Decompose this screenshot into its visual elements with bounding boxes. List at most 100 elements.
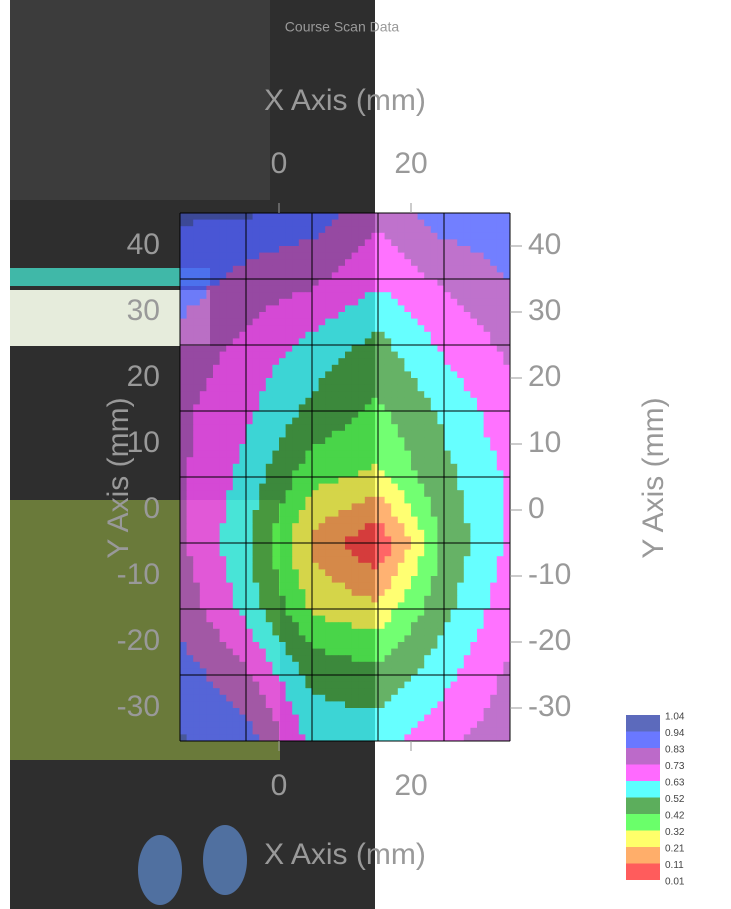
contour-cell — [239, 556, 247, 564]
contour-cell — [252, 615, 260, 623]
contour-cell — [411, 378, 418, 385]
contour-cell — [411, 292, 418, 300]
contour-cell — [503, 529, 511, 537]
contour-cell — [272, 364, 280, 372]
contour-cell — [397, 470, 405, 478]
contour-cell — [490, 708, 498, 715]
contour-cell — [305, 457, 313, 465]
contour-cell — [279, 549, 286, 557]
contour-cell — [226, 648, 234, 656]
contour-cell — [252, 721, 260, 729]
contour-cell — [483, 569, 491, 577]
contour-cell — [457, 378, 465, 385]
contour-cell — [450, 516, 458, 524]
contour-cell — [411, 457, 418, 465]
contour-cell — [272, 655, 280, 663]
contour-cell — [358, 635, 366, 643]
contour-cell — [477, 576, 484, 583]
contour-cell — [496, 655, 504, 663]
contour-cell — [279, 569, 286, 577]
contour-cell — [503, 437, 511, 445]
contour-cell — [437, 688, 445, 696]
contour-cell — [483, 305, 491, 313]
contour-cell — [483, 318, 491, 326]
contour-cell — [199, 378, 207, 385]
contour-cell — [206, 523, 214, 531]
contour-cell — [265, 549, 273, 557]
contour-cell — [378, 345, 385, 352]
contour-cell — [331, 384, 339, 392]
contour-cell — [503, 589, 511, 597]
contour-cell — [325, 602, 333, 610]
contour-cell — [279, 701, 286, 709]
contour-cell — [463, 259, 471, 267]
contour-cell — [338, 351, 346, 359]
contour-cell — [305, 378, 313, 385]
contour-cell — [232, 391, 240, 399]
contour-cell — [470, 239, 478, 247]
contour-cell — [265, 351, 273, 359]
contour-cell — [417, 265, 425, 273]
contour-cell — [193, 569, 201, 577]
contour-cell — [450, 622, 458, 630]
contour-cell — [351, 556, 359, 564]
contour-cell — [331, 450, 339, 458]
contour-cell — [259, 714, 267, 722]
contour-cell — [378, 325, 385, 333]
contour-cell — [477, 523, 484, 531]
contour-cell — [417, 490, 425, 498]
contour-cell — [292, 411, 300, 418]
contour-cell — [378, 622, 385, 630]
contour-cell — [384, 364, 392, 372]
contour-cell — [411, 318, 418, 326]
contour-cell — [226, 668, 234, 676]
contour-cell — [180, 721, 187, 729]
contour-cell — [430, 450, 438, 458]
contour-cell — [206, 358, 214, 366]
contour-cell — [371, 628, 379, 636]
contour-cell — [444, 628, 451, 636]
contour-cell — [226, 424, 234, 432]
contour-cell — [265, 364, 273, 372]
legend-label: 1.04 — [665, 712, 685, 723]
contour-cell — [430, 536, 438, 544]
contour-cell — [259, 470, 267, 478]
contour-cell — [503, 444, 511, 451]
contour-cell — [338, 635, 346, 643]
contour-cell — [450, 246, 458, 253]
contour-cell — [272, 721, 280, 729]
contour-cell — [252, 727, 260, 735]
contour-cell — [457, 338, 465, 346]
contour-cell — [285, 503, 293, 511]
contour-cell — [345, 470, 352, 478]
contour-cell — [503, 213, 511, 220]
contour-cell — [239, 529, 247, 537]
contour-cell — [298, 503, 306, 511]
contour-cell — [259, 721, 267, 729]
contour-cell — [252, 648, 260, 656]
contour-cell — [226, 444, 234, 451]
contour-cell — [272, 694, 280, 702]
contour-cell — [444, 635, 451, 643]
contour-cell — [490, 523, 498, 531]
contour-cell — [470, 285, 478, 293]
contour-cell — [252, 668, 260, 676]
contour-cell — [364, 694, 372, 702]
contour-cell — [411, 622, 418, 630]
contour-cell — [450, 312, 458, 319]
contour-cell — [437, 404, 445, 412]
contour-cell — [411, 681, 418, 689]
contour-cell — [463, 602, 471, 610]
contour-cell — [206, 635, 214, 643]
contour-cell — [193, 543, 201, 550]
contour-cell — [213, 496, 220, 504]
contour-cell — [193, 721, 201, 729]
contour-cell — [457, 516, 465, 524]
contour-cell — [358, 371, 366, 379]
contour-cell — [457, 397, 465, 405]
contour-cell — [424, 437, 432, 445]
contour-cell — [331, 437, 339, 445]
contour-cell — [292, 272, 300, 280]
contour-cell — [265, 265, 273, 273]
contour-cell — [180, 463, 187, 471]
